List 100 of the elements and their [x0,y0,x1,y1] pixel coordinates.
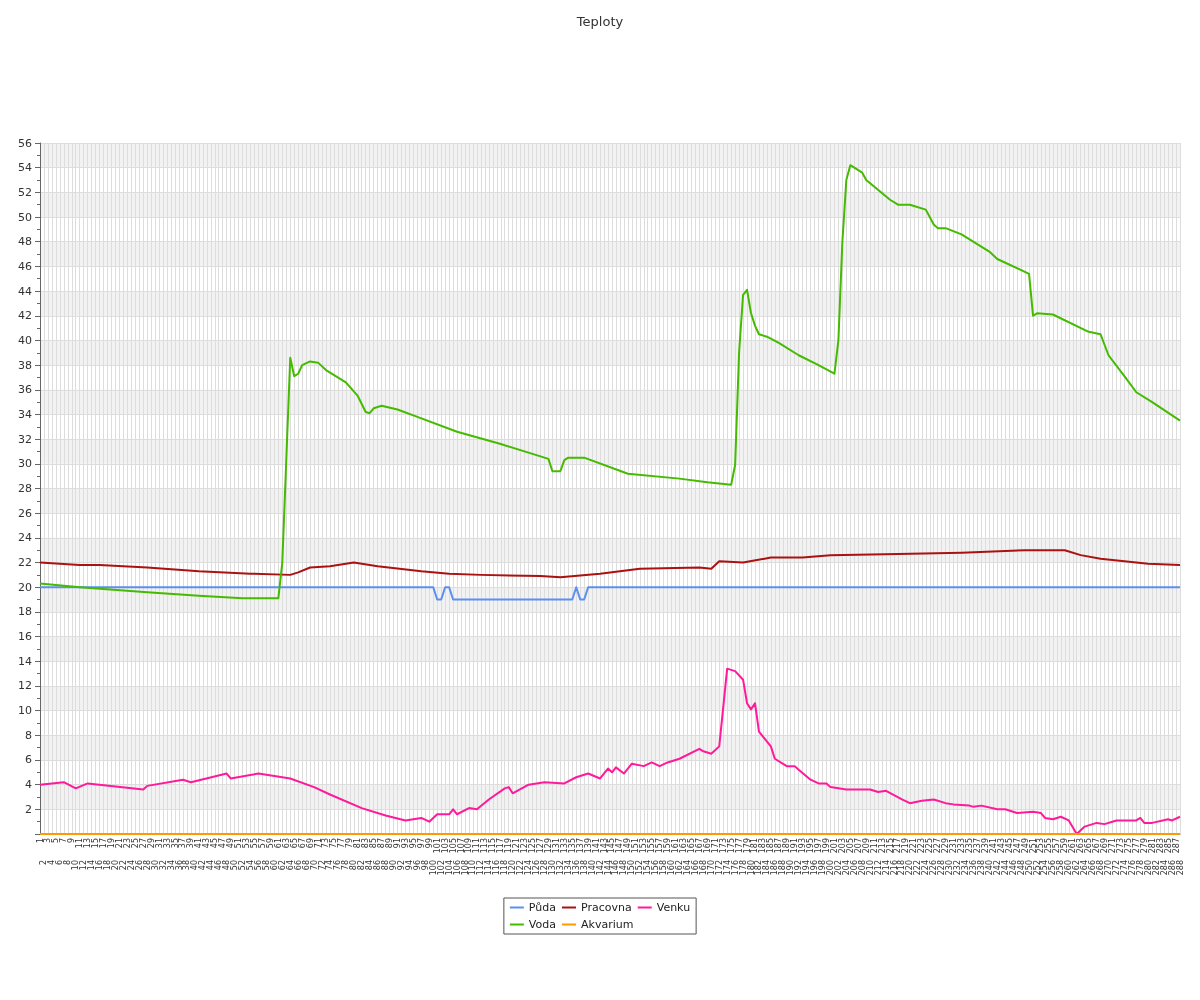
x-tick-label: 250 [1024,860,1034,876]
x-tick-label: 38 [182,860,192,871]
x-tick-label: 57 [257,838,267,849]
x-tick-label: 43 [202,838,212,849]
y-tick-label: 56 [18,136,32,150]
x-tick-label: 233 [957,838,967,854]
legend-label: Půda [528,901,557,914]
x-tick-label: 124 [524,860,534,876]
x-tick-label: 192 [794,860,804,876]
x-tick-label: 41 [194,838,204,849]
x-tick-label: 100 [428,860,438,876]
x-tick-label: 224 [921,860,931,876]
x-tick-label: 6 [55,860,65,866]
x-tick-label: 50 [230,860,240,871]
y-tick-label: 8 [25,728,32,742]
x-tick-label: 267 [1092,838,1102,854]
x-tick-label: 5 [51,838,61,844]
x-tick-label: 201 [829,838,839,854]
x-tick-label: 164 [682,860,692,876]
x-tick-label: 2 [39,860,49,866]
x-tick-label: 10 [71,860,81,871]
y-tick-label: 20 [18,580,32,594]
x-tick-label: 210 [865,860,875,876]
x-tick-label: 187 [774,838,784,854]
x-tick-label: 76 [333,860,343,871]
x-tick-label: 81 [353,838,363,849]
x-tick-label: 33 [162,838,172,849]
x-tick-label: 85 [369,838,379,849]
y-tick-label: 30 [18,457,32,471]
x-tick-label: 242 [992,860,1002,876]
x-tick-label: 109 [464,838,474,854]
x-tick-label: 190 [786,860,796,876]
x-tick-label: 133 [559,838,569,854]
x-tick-label: 226 [929,860,939,876]
legend-label: Voda [528,918,556,931]
x-tick-label: 248 [1016,860,1026,876]
x-tick-label: 29 [146,838,156,849]
x-tick-label: 274 [1119,860,1129,876]
x-tick-label: 235 [964,838,974,854]
x-tick-label: 227 [933,838,943,854]
x-tick-label: 65 [289,838,299,849]
x-tick-label: 4 [47,860,57,866]
x-tick-label: 239 [980,838,990,854]
y-tick-label: 22 [18,556,32,570]
x-tick-label: 143 [599,838,609,854]
x-tick-label: 272 [1111,860,1121,876]
x-tick-label: 205 [845,838,855,854]
x-tick-label: 90 [389,860,399,871]
x-tick-label: 170 [706,860,716,876]
x-tick-label: 54 [246,860,256,871]
x-tick-label: 42 [198,860,208,871]
x-tick-label: 279 [1139,838,1149,854]
x-tick-label: 221 [909,838,919,854]
x-tick-label: 199 [821,838,831,854]
y-tick-label: 6 [25,753,32,767]
x-tick-label: 72 [317,860,327,871]
x-tick-label: 209 [861,838,871,854]
x-tick-label: 115 [488,838,498,854]
x-tick-label: 160 [667,860,677,876]
x-tick-label: 46 [214,860,224,871]
x-tick-label: 98 [420,860,430,871]
x-tick-label: 106 [452,860,462,876]
x-tick-label: 107 [456,838,466,854]
x-tick-label: 59 [265,838,275,849]
x-tick-label: 240 [984,860,994,876]
x-tick-label: 184 [762,860,772,876]
x-tick-label: 114 [484,860,494,876]
x-tick-label: 11 [75,838,85,849]
y-tick-label: 50 [18,210,32,224]
x-tick-label: 265 [1084,838,1094,854]
x-tick-label: 264 [1080,860,1090,876]
x-tick-label: 266 [1088,860,1098,876]
x-tick-label: 162 [675,860,685,876]
x-tick-label: 191 [790,838,800,854]
x-tick-label: 263 [1076,838,1086,854]
x-tick-label: 197 [814,838,824,854]
x-tick-label: 129 [543,838,553,854]
x-tick-label: 173 [718,838,728,854]
x-tick-label: 246 [1008,860,1018,876]
x-tick-label: 243 [996,838,1006,854]
x-tick-label: 64 [285,860,295,871]
x-tick-label: 151 [631,838,641,854]
x-tick-label: 95 [408,838,418,849]
x-tick-label: 39 [186,838,196,849]
x-tick-label: 51 [234,838,244,849]
x-tick-label: 134 [563,860,573,876]
x-tick-label: 277 [1131,838,1141,854]
x-tick-label: 3 [43,838,53,844]
x-tick-label: 84 [365,860,375,871]
y-tick-label: 42 [18,309,32,323]
x-tick-label: 278 [1135,860,1145,876]
x-tick-label: 108 [460,860,470,876]
x-tick-label: 14 [87,860,97,871]
x-tick-label: 231 [949,838,959,854]
x-tick-label: 18 [103,860,113,871]
x-tick-label: 19 [107,838,116,849]
y-tick-label: 10 [18,704,32,718]
x-tick-label: 45 [210,838,220,849]
x-tick-label: 195 [806,838,816,854]
x-tick-label: 145 [607,838,617,854]
